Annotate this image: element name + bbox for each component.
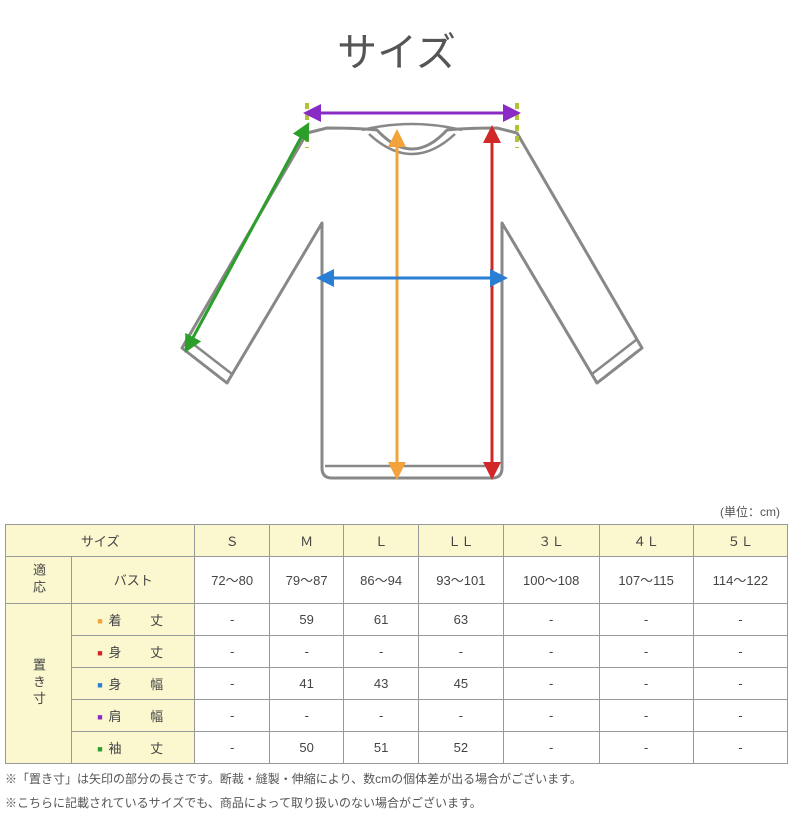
cell: -: [599, 699, 693, 731]
table-row: ■肩 幅-------: [6, 699, 788, 731]
cell: 93～101: [418, 557, 503, 604]
okisun-group-label: 置き寸: [6, 603, 72, 763]
cell: -: [269, 699, 343, 731]
cell: -: [693, 603, 787, 635]
color-marker: ■: [96, 616, 105, 625]
table-row: ■身 幅-414345---: [6, 667, 788, 699]
cell: -: [269, 635, 343, 667]
measure-label-text: 肩 幅: [109, 709, 171, 724]
cell: -: [503, 699, 599, 731]
size-header: サイズ: [6, 525, 195, 557]
size-col: Ｌ: [344, 525, 418, 557]
cell: -: [195, 603, 269, 635]
size-col: ５Ｌ: [693, 525, 787, 557]
measure-label-text: 袖 丈: [109, 741, 171, 756]
measure-label-text: 身 幅: [109, 677, 171, 692]
unit-label: (単位：cm): [5, 503, 788, 524]
footnote: ※こちらに記載されているサイズでも、商品によって取り扱いのない場合がございます。: [5, 794, 788, 812]
cell: -: [599, 667, 693, 699]
cell: -: [344, 635, 418, 667]
cell: -: [503, 667, 599, 699]
cell: 51: [344, 731, 418, 763]
color-marker: ■: [96, 648, 105, 657]
cell: 61: [344, 603, 418, 635]
cell: -: [195, 667, 269, 699]
size-col: ＬＬ: [418, 525, 503, 557]
cell: -: [195, 731, 269, 763]
cell: -: [503, 731, 599, 763]
fit-group-label: 適応: [6, 557, 72, 604]
color-marker: ■: [96, 712, 105, 721]
cell: -: [599, 635, 693, 667]
cell: -: [693, 731, 787, 763]
measure-label-text: 身 丈: [109, 645, 171, 660]
measure-label: ■ 身 丈: [72, 635, 195, 667]
measure-label: ■ 身 幅: [72, 667, 195, 699]
cell: -: [418, 699, 503, 731]
table-row: ■身 丈-------: [6, 635, 788, 667]
cell: 86～94: [344, 557, 418, 604]
cell: -: [503, 603, 599, 635]
size-col: Ｓ: [195, 525, 269, 557]
cell: 41: [269, 667, 343, 699]
table-row: 適応バスト72～8079～8786～9493～101100～108107～115…: [6, 557, 788, 604]
size-chart-container: サイズ (単位：cm) サイズ Ｓ Ｍ Ｌ ＬＬ ３Ｌ ４Ｌ ５Ｌ 適応バスト7…: [0, 0, 793, 822]
size-col: ４Ｌ: [599, 525, 693, 557]
size-col: ３Ｌ: [503, 525, 599, 557]
cell: 59: [269, 603, 343, 635]
cell: -: [195, 699, 269, 731]
cell: 43: [344, 667, 418, 699]
table-header-row: サイズ Ｓ Ｍ Ｌ ＬＬ ３Ｌ ４Ｌ ５Ｌ: [6, 525, 788, 557]
measure-label: ■ 肩 幅: [72, 699, 195, 731]
measure-label: ■ 袖 丈: [72, 731, 195, 763]
footnote: ※「置き寸」は矢印の部分の長さです。断裁・縫製・伸縮により、数cmの個体差が出る…: [5, 770, 788, 788]
cell: -: [418, 635, 503, 667]
cell: -: [693, 699, 787, 731]
measure-label: ■ 着 丈: [72, 603, 195, 635]
color-marker: ■: [96, 744, 105, 753]
size-table: サイズ Ｓ Ｍ Ｌ ＬＬ ３Ｌ ４Ｌ ５Ｌ 適応バスト72～8079～8786～…: [5, 524, 788, 764]
size-col: Ｍ: [269, 525, 343, 557]
cell: -: [503, 635, 599, 667]
cell: -: [693, 667, 787, 699]
cell: -: [195, 635, 269, 667]
cell: -: [693, 635, 787, 667]
cell: 63: [418, 603, 503, 635]
table-row: ■袖 丈-505152---: [6, 731, 788, 763]
cell: 52: [418, 731, 503, 763]
bust-label: バスト: [72, 557, 195, 604]
color-marker: ■: [96, 680, 105, 689]
cell: 100～108: [503, 557, 599, 604]
cell: 107～115: [599, 557, 693, 604]
measure-label-text: 着 丈: [109, 613, 171, 628]
cell: -: [599, 731, 693, 763]
cell: 79～87: [269, 557, 343, 604]
garment-diagram: [5, 68, 788, 503]
cell: -: [344, 699, 418, 731]
table-row: 置き寸■着 丈-596163---: [6, 603, 788, 635]
cell: 45: [418, 667, 503, 699]
cell: 72～80: [195, 557, 269, 604]
cell: -: [599, 603, 693, 635]
cell: 114～122: [693, 557, 787, 604]
cell: 50: [269, 731, 343, 763]
